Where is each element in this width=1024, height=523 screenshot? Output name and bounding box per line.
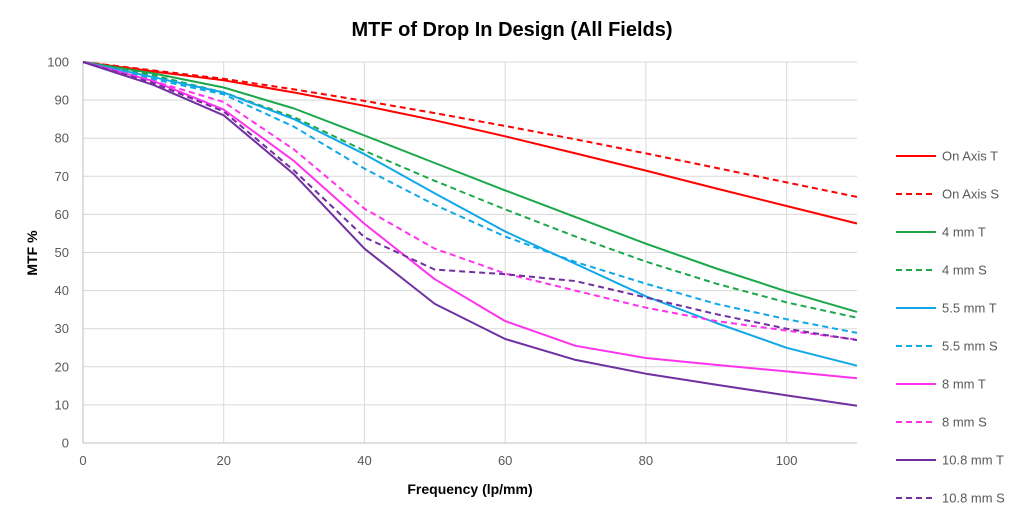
legend-label-4-mm-s: 4 mm S bbox=[942, 263, 987, 278]
series-line-8-mm-t bbox=[82, 61, 858, 380]
y-tick-label: 70 bbox=[55, 169, 69, 184]
legend-label-10-8-mm-t: 10.8 mm T bbox=[942, 453, 1004, 468]
series-line-5-5-mm-t bbox=[82, 61, 858, 367]
series-line-10-8-mm-t bbox=[82, 61, 858, 407]
grid bbox=[83, 61, 857, 443]
series-lines bbox=[82, 61, 858, 407]
y-tick-label: 20 bbox=[55, 359, 69, 374]
chart-title: MTF of Drop In Design (All Fields) bbox=[351, 19, 672, 41]
y-tick-label: 0 bbox=[62, 436, 69, 451]
legend-label-on-axis-s: On Axis S bbox=[942, 187, 999, 202]
series-line-on-axis-t bbox=[82, 61, 858, 225]
y-tick-label: 40 bbox=[55, 283, 69, 298]
x-tick-label: 40 bbox=[357, 453, 371, 468]
series-line-5-5-mm-s bbox=[82, 61, 858, 334]
y-tick-label: 30 bbox=[55, 321, 69, 336]
legend-label-8-mm-t: 8 mm T bbox=[942, 377, 986, 392]
y-tick-label: 100 bbox=[47, 55, 69, 70]
series-line-4-mm-t bbox=[82, 61, 858, 313]
axes: 0 10 20 30 40 50 60 70 80 90 100 0 20 40 60 80 100 bbox=[47, 55, 857, 468]
legend: On Axis T On Axis S 4 mm T 4 mm S 5.5 mm T 5.… bbox=[896, 149, 1005, 506]
x-tick-label: 60 bbox=[498, 453, 512, 468]
series-line-8-mm-s bbox=[82, 61, 858, 341]
y-tick-label: 50 bbox=[55, 245, 69, 260]
legend-label-5-5-mm-s: 5.5 mm S bbox=[942, 339, 998, 354]
y-tick-label: 90 bbox=[55, 93, 69, 108]
legend-label-8-mm-s: 8 mm S bbox=[942, 415, 987, 430]
x-tick-label: 100 bbox=[776, 453, 798, 468]
legend-label-10-8-mm-s: 10.8 mm S bbox=[942, 491, 1005, 506]
y-tick-label: 80 bbox=[55, 131, 69, 146]
x-axis-label: Frequency (lp/mm) bbox=[407, 481, 532, 497]
series-line-10-8-mm-s bbox=[82, 61, 858, 342]
legend-label-5-5-mm-t: 5.5 mm T bbox=[942, 301, 997, 316]
legend-label-4-mm-t: 4 mm T bbox=[942, 225, 986, 240]
x-tick-label: 80 bbox=[639, 453, 653, 468]
series-line-on-axis-s bbox=[82, 61, 858, 198]
legend-label-on-axis-t: On Axis T bbox=[942, 149, 998, 164]
x-tick-label: 0 bbox=[79, 453, 86, 468]
y-tick-label: 10 bbox=[55, 397, 69, 412]
x-tick-label: 20 bbox=[216, 453, 230, 468]
y-axis-label: MTF % bbox=[24, 230, 40, 276]
y-tick-label: 60 bbox=[55, 207, 69, 222]
